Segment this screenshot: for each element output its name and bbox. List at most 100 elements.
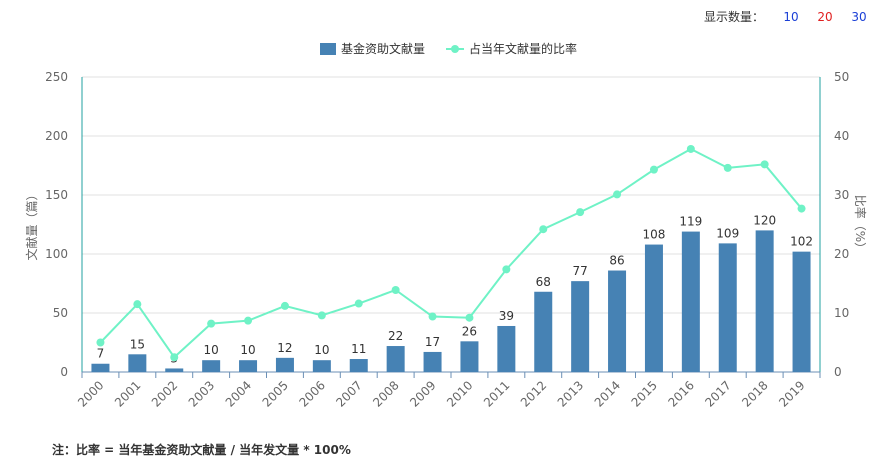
y-tick-label: 0 [60, 365, 68, 379]
x-tick-label: 2014 [592, 378, 623, 409]
ratio-point[interactable] [760, 160, 769, 169]
y-right-tick-label: 20 [834, 247, 849, 261]
bar-value-label: 11 [351, 342, 366, 356]
bar[interactable] [128, 354, 147, 372]
x-tick-label: 2001 [112, 378, 143, 409]
bar-value-label: 120 [753, 213, 776, 227]
y-right-axis-title: 比率（%） [853, 195, 868, 254]
bar-value-label: 10 [204, 343, 219, 357]
x-tick-label: 2016 [665, 378, 696, 409]
bar-value-label: 68 [536, 275, 551, 289]
bar[interactable] [718, 243, 737, 372]
y-right-tick-label: 40 [834, 129, 849, 143]
bar[interactable] [755, 230, 774, 372]
ratio-point[interactable] [170, 353, 179, 362]
x-tick-label: 2011 [481, 378, 512, 409]
x-tick-label: 2018 [739, 378, 770, 409]
bar-value-label: 10 [240, 343, 255, 357]
ratio-point[interactable] [207, 319, 216, 328]
display-count-selector: 显示数量： 10 20 30 [704, 8, 876, 25]
x-tick-label: 2013 [555, 378, 586, 409]
bar[interactable] [349, 359, 368, 372]
bar[interactable] [239, 360, 258, 372]
x-tick-label: 2019 [776, 378, 807, 409]
y-tick-label: 100 [45, 247, 68, 261]
ratio-point[interactable] [502, 265, 511, 274]
legend-swatch-bar [320, 43, 336, 55]
bar-value-label: 10 [314, 343, 329, 357]
bar-value-label: 26 [462, 324, 477, 338]
ratio-point[interactable] [797, 204, 806, 213]
x-tick-label: 2007 [333, 378, 364, 409]
y-right-tick-label: 50 [834, 70, 849, 84]
x-tick-label: 2012 [518, 378, 549, 409]
x-tick-label: 2017 [702, 378, 733, 409]
display-count-label: 显示数量： [703, 10, 764, 24]
ratio-point[interactable] [354, 299, 363, 308]
bar-value-label: 15 [130, 337, 145, 351]
ratio-point[interactable] [649, 165, 658, 174]
bar[interactable] [275, 357, 294, 372]
display-count-option-10[interactable]: 10 [783, 9, 799, 24]
ratio-point[interactable] [96, 338, 105, 347]
bar-value-label: 7 [97, 347, 105, 361]
y-tick-label: 150 [45, 188, 68, 202]
ratio-point[interactable] [686, 144, 695, 153]
bar[interactable] [312, 360, 331, 372]
ratio-point[interactable] [280, 301, 289, 310]
y-tick-label: 50 [53, 306, 68, 320]
y-right-tick-label: 10 [834, 306, 849, 320]
bar-value-label: 77 [573, 264, 588, 278]
bar[interactable] [644, 244, 663, 372]
y-axis-title: 文献量（篇） [24, 188, 39, 260]
bar-value-label: 108 [642, 228, 665, 242]
bar-value-label: 109 [716, 226, 739, 240]
bar[interactable] [165, 368, 184, 372]
bar-value-label: 86 [609, 254, 624, 268]
bar[interactable] [534, 291, 553, 372]
ratio-point[interactable] [317, 311, 326, 320]
bar[interactable] [460, 341, 479, 372]
bar-value-label: 39 [499, 309, 514, 323]
x-tick-label: 2009 [407, 378, 438, 409]
legend-label-line: 占当年文献量的比率 [469, 41, 577, 56]
ratio-point[interactable] [576, 208, 585, 217]
bar[interactable] [386, 346, 405, 372]
ratio-point[interactable] [613, 190, 622, 199]
display-count-option-20[interactable]: 20 [817, 9, 833, 24]
bar[interactable] [571, 281, 590, 372]
bar[interactable] [792, 251, 811, 372]
bar-value-label: 102 [790, 235, 813, 249]
ratio-point[interactable] [723, 163, 732, 172]
x-tick-label: 2010 [444, 378, 475, 409]
y-tick-label: 200 [45, 129, 68, 143]
bar[interactable] [681, 231, 700, 372]
legend-swatch-point [451, 45, 459, 53]
ratio-point[interactable] [244, 316, 253, 325]
bar-value-label: 17 [425, 335, 440, 349]
y-right-tick-label: 0 [834, 365, 842, 379]
y-tick-label: 250 [45, 70, 68, 84]
x-tick-label: 2002 [149, 378, 180, 409]
x-tick-label: 2000 [75, 378, 106, 409]
ratio-line [99, 147, 803, 359]
y-right-tick-label: 30 [834, 188, 849, 202]
footnote: 注：比率 = 当年基金资助文献量 / 当年发文量 * 100% [52, 443, 351, 457]
ratio-point[interactable] [391, 285, 400, 294]
ratio-point[interactable] [428, 312, 437, 321]
ratio-point[interactable] [465, 313, 474, 322]
bar[interactable] [497, 325, 516, 372]
x-tick-label: 2004 [223, 378, 254, 409]
bar[interactable] [423, 351, 442, 372]
x-tick-label: 2008 [370, 378, 401, 409]
bar[interactable] [91, 363, 110, 372]
x-tick-label: 2005 [260, 378, 291, 409]
x-tick-label: 2003 [186, 378, 217, 409]
x-tick-label: 2015 [629, 378, 660, 409]
display-count-option-30[interactable]: 30 [851, 9, 867, 24]
ratio-point[interactable] [539, 225, 548, 234]
bar[interactable] [608, 270, 627, 372]
bar[interactable] [202, 360, 221, 372]
ratio-point[interactable] [133, 300, 142, 309]
